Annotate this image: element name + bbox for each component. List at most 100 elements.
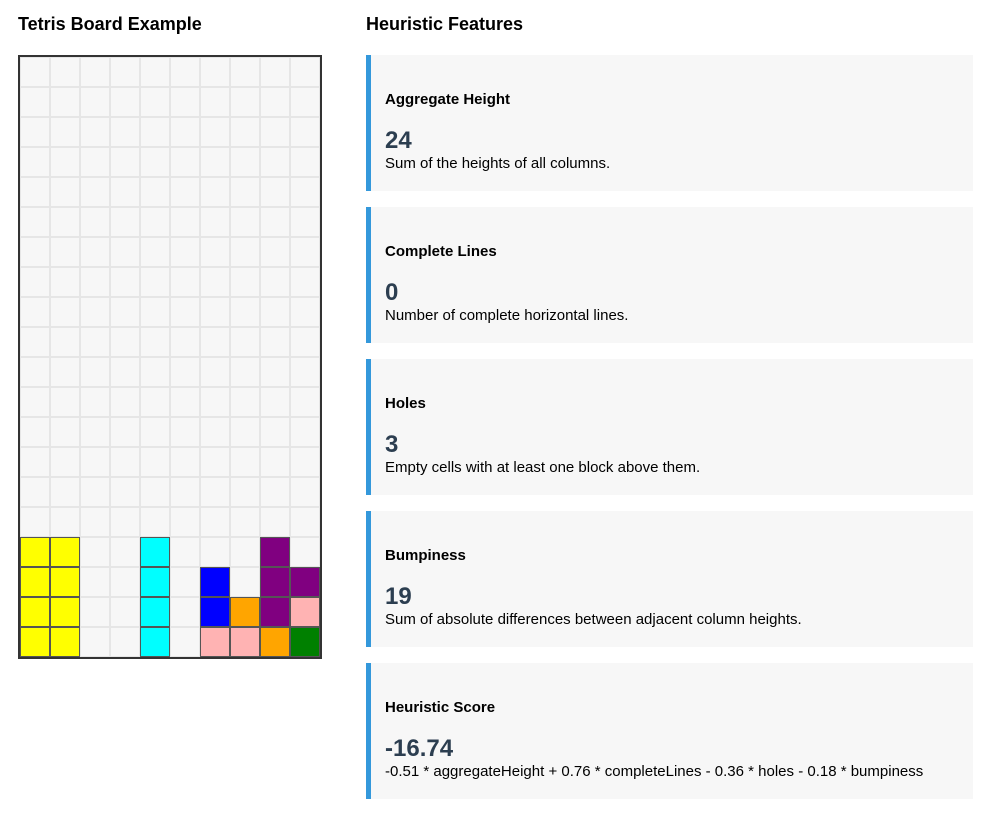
board-cell-empty bbox=[50, 327, 80, 357]
board-cell-empty bbox=[110, 357, 140, 387]
board-cell-empty bbox=[110, 327, 140, 357]
board-cell-empty bbox=[50, 237, 80, 267]
board-cell-empty bbox=[290, 417, 320, 447]
board-cell-empty bbox=[110, 57, 140, 87]
board-cell-empty bbox=[50, 177, 80, 207]
board-cell-empty bbox=[110, 417, 140, 447]
board-cell-filled bbox=[260, 537, 290, 567]
feature-value: -16.74 bbox=[385, 735, 454, 762]
board-cell-empty bbox=[200, 87, 230, 117]
board-cell-empty bbox=[110, 567, 140, 597]
board-cell-empty bbox=[230, 357, 260, 387]
board-cell-filled bbox=[230, 597, 260, 627]
board-cell-empty bbox=[110, 477, 140, 507]
board-cell-empty bbox=[170, 507, 200, 537]
board-cell-filled bbox=[290, 627, 320, 657]
feature-description: Sum of absolute differences between adja… bbox=[385, 611, 802, 628]
board-cell-empty bbox=[20, 447, 50, 477]
board-cell-empty bbox=[200, 237, 230, 267]
board-cell-empty bbox=[200, 267, 230, 297]
board-cell-empty bbox=[20, 117, 50, 147]
board-cell-filled bbox=[200, 597, 230, 627]
board-cell-empty bbox=[80, 147, 110, 177]
board-cell-empty bbox=[20, 177, 50, 207]
board-title: Tetris Board Example bbox=[18, 14, 202, 34]
feature-card-aggregate-height: Aggregate Height 24 Sum of the heights o… bbox=[366, 55, 973, 191]
board-cell-empty bbox=[230, 267, 260, 297]
board-cell-empty bbox=[260, 207, 290, 237]
feature-description: -0.51 * aggregateHeight + 0.76 * complet… bbox=[385, 763, 924, 780]
board-cell-empty bbox=[20, 87, 50, 117]
board-cell-filled bbox=[140, 627, 170, 657]
board-cell-empty bbox=[290, 357, 320, 387]
board-cell-empty bbox=[200, 57, 230, 87]
feature-title: Complete Lines bbox=[385, 243, 497, 260]
board-cell-empty bbox=[230, 147, 260, 177]
board-cell-empty bbox=[110, 87, 140, 117]
feature-title: Heuristic Score bbox=[385, 699, 496, 716]
board-cell-empty bbox=[230, 117, 260, 147]
board-cell-empty bbox=[170, 537, 200, 567]
board-cell-empty bbox=[20, 417, 50, 447]
board-cell-empty bbox=[110, 267, 140, 297]
board-cell-empty bbox=[230, 387, 260, 417]
board-cell-empty bbox=[290, 297, 320, 327]
board-cell-empty bbox=[50, 387, 80, 417]
board-cell-empty bbox=[140, 267, 170, 297]
board-cell-empty bbox=[290, 327, 320, 357]
board-cell-empty bbox=[200, 297, 230, 327]
board-cell-empty bbox=[200, 477, 230, 507]
board-cell-empty bbox=[110, 537, 140, 567]
feature-card-heuristic-score: Heuristic Score -16.74 -0.51 * aggregate… bbox=[366, 663, 973, 799]
board-cell-empty bbox=[20, 357, 50, 387]
board-cell-empty bbox=[80, 57, 110, 87]
board-cell-empty bbox=[20, 147, 50, 177]
board-cell-filled bbox=[260, 567, 290, 597]
board-cell-empty bbox=[140, 477, 170, 507]
board-cell-filled bbox=[290, 567, 320, 597]
board-cell-empty bbox=[20, 267, 50, 297]
board-cell-empty bbox=[170, 567, 200, 597]
board-cell-empty bbox=[50, 147, 80, 177]
board-cell-empty bbox=[230, 57, 260, 87]
board-cell-filled bbox=[200, 627, 230, 657]
board-cell-empty bbox=[50, 267, 80, 297]
board-cell-empty bbox=[170, 627, 200, 657]
board-cell-empty bbox=[260, 417, 290, 447]
board-cell-empty bbox=[260, 387, 290, 417]
board-cell-empty bbox=[260, 327, 290, 357]
board-cell-filled bbox=[140, 537, 170, 567]
board-cell-empty bbox=[140, 297, 170, 327]
board-cell-empty bbox=[80, 417, 110, 447]
board-cell-filled bbox=[50, 567, 80, 597]
board-cell-empty bbox=[80, 297, 110, 327]
board-cell-empty bbox=[170, 237, 200, 267]
board-cell-empty bbox=[200, 147, 230, 177]
board-cell-empty bbox=[20, 207, 50, 237]
board-cell-filled bbox=[50, 627, 80, 657]
feature-card-complete-lines: Complete Lines 0 Number of complete hori… bbox=[366, 207, 973, 343]
feature-list: Aggregate Height 24 Sum of the heights o… bbox=[366, 55, 973, 815]
board-cell-filled bbox=[20, 567, 50, 597]
board-cell-empty bbox=[140, 357, 170, 387]
board-cell-empty bbox=[140, 507, 170, 537]
board-cell-empty bbox=[50, 447, 80, 477]
board-cell-empty bbox=[20, 57, 50, 87]
board-cell-empty bbox=[110, 117, 140, 147]
board-cell-empty bbox=[170, 57, 200, 87]
features-title: Heuristic Features bbox=[366, 14, 524, 34]
feature-title: Holes bbox=[385, 395, 426, 412]
board-cell-empty bbox=[20, 477, 50, 507]
board-cell-empty bbox=[80, 537, 110, 567]
board-cell-empty bbox=[260, 87, 290, 117]
feature-title: Aggregate Height bbox=[385, 91, 511, 108]
board-cell-empty bbox=[230, 297, 260, 327]
board-cell-empty bbox=[230, 87, 260, 117]
board-cell-empty bbox=[50, 507, 80, 537]
board-cell-filled bbox=[230, 627, 260, 657]
board-cell-empty bbox=[290, 267, 320, 297]
board-cell-empty bbox=[230, 447, 260, 477]
board-cell-filled bbox=[20, 627, 50, 657]
board-cell-empty bbox=[50, 417, 80, 447]
board-cell-empty bbox=[170, 207, 200, 237]
